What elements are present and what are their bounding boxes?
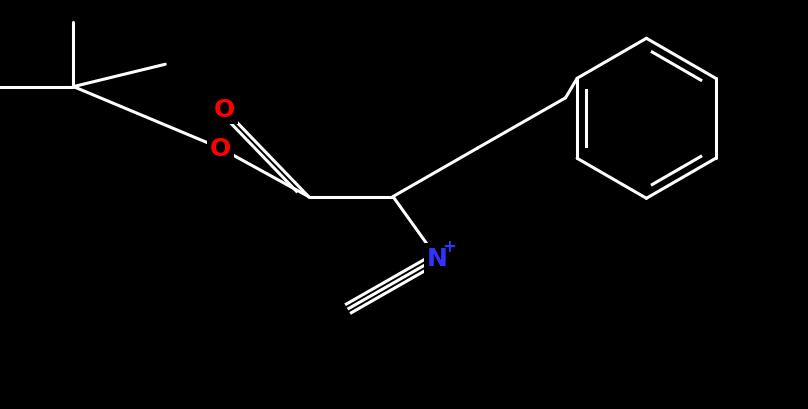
Text: O: O [213, 98, 234, 121]
Text: +: + [442, 238, 456, 256]
Text: O: O [210, 137, 231, 161]
Text: N: N [427, 247, 448, 270]
